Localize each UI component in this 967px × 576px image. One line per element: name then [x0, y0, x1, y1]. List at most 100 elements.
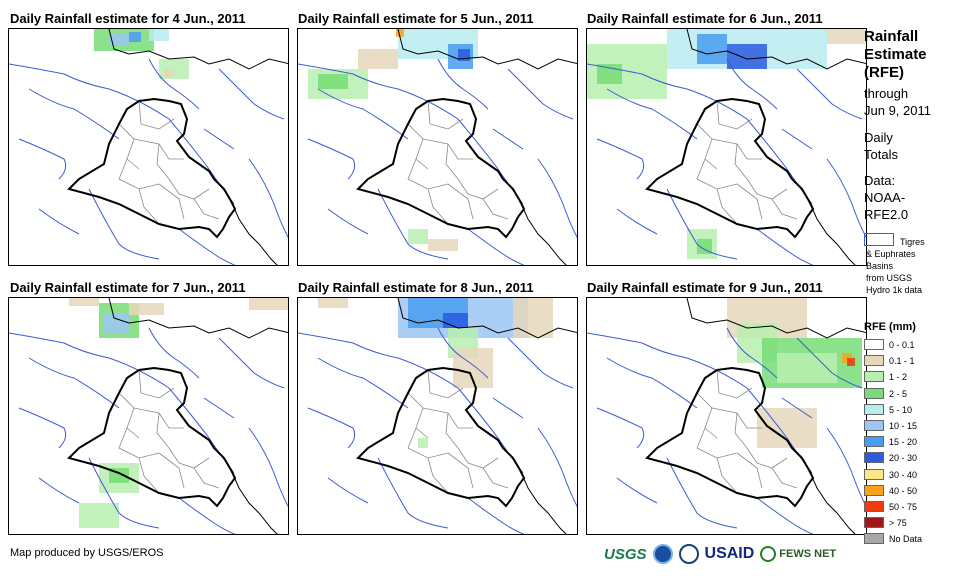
map-svg [298, 298, 577, 534]
rainfall-patch [149, 29, 169, 41]
province-boundary [447, 452, 474, 489]
neighbor-border [397, 298, 577, 339]
legend-swatch [864, 517, 884, 529]
basin-line-2: & Euphrates [866, 249, 916, 259]
province-boundary [138, 369, 175, 399]
usgs-logo: USGS [604, 545, 647, 563]
legend-swatch [864, 339, 884, 350]
rainfall-patch [757, 408, 817, 448]
rainfall-patch [697, 34, 727, 64]
province-boundary [168, 447, 210, 469]
rainfall-patch [847, 358, 855, 366]
neighbor-border [808, 469, 856, 534]
title-line-2: Estimate [864, 46, 927, 63]
totals-line-2: Totals [864, 147, 898, 162]
basin-boundary [467, 497, 525, 534]
basin-boundary [756, 497, 814, 534]
rainfall-patch [697, 239, 712, 254]
map-svg [298, 29, 577, 265]
province-boundary [736, 183, 763, 220]
basin-boundary [178, 228, 236, 265]
neighbor-border [230, 469, 278, 534]
legend-label: 50 - 75 [889, 502, 918, 512]
basin-boundary [18, 407, 67, 449]
neighbor-border [230, 200, 278, 265]
province-boundary [482, 467, 509, 489]
basin-boundary [38, 208, 80, 235]
map-svg [9, 298, 288, 534]
province-boundary [445, 412, 459, 449]
basin-boundary [178, 497, 236, 534]
legend-swatch [864, 484, 884, 496]
map-credit: Map produced by USGS/EROS [10, 547, 164, 559]
province-boundary [118, 392, 140, 439]
map-panel-4 [8, 297, 289, 535]
panel-title-6: Daily Rainfall estimate for 9 Jun., 2011 [587, 280, 823, 295]
province-boundary [734, 143, 748, 180]
province-boundary [746, 447, 788, 469]
basin-boundary [437, 327, 489, 379]
map-panel-2 [297, 28, 578, 266]
totals-text: Daily Totals [864, 129, 898, 163]
basin-boundary [298, 63, 459, 120]
basin-boundary [537, 427, 577, 508]
basin-boundary [596, 407, 645, 449]
legend-swatch [864, 355, 884, 367]
basin-boundary [726, 58, 778, 110]
basin-line-3: Basins [866, 261, 894, 271]
basin-boundary [826, 158, 866, 239]
province-boundary [407, 392, 429, 439]
basin-boundary [307, 138, 356, 180]
basin-boundary [616, 477, 658, 504]
province-boundary [138, 457, 160, 494]
basin-boundary [298, 332, 459, 389]
rainfall-patch [249, 298, 288, 310]
province-boundary [118, 158, 160, 190]
province-boundary [746, 178, 788, 200]
iraq-border [356, 366, 526, 508]
basin-boundary [248, 158, 288, 239]
rainfall-patch [69, 298, 99, 306]
basin-boundary [307, 407, 356, 449]
basin-boundary [587, 332, 748, 389]
basin-boundary [492, 128, 524, 150]
logo-strip: USGS USAID FEWS NET [604, 543, 836, 565]
legend-swatch [864, 436, 884, 448]
title-line-1: Rainfall [864, 28, 919, 45]
map-panel-3 [586, 28, 867, 266]
legend-label: 30 - 40 [889, 469, 918, 480]
province-boundary [422, 138, 473, 160]
rainfall-patch [318, 74, 348, 89]
neighbor-border [686, 298, 866, 339]
basin-boundary [796, 337, 863, 389]
legend-label: 15 - 20 [889, 437, 918, 448]
legend-swatch [864, 452, 884, 464]
basin-boundary [203, 397, 235, 419]
province-boundary [736, 452, 763, 489]
basin-boundary [537, 158, 577, 239]
rainfall-patch [164, 69, 174, 77]
basin-boundary [377, 188, 449, 260]
basin-boundary [826, 427, 866, 508]
province-boundary [771, 198, 798, 220]
neighbor-border [108, 29, 288, 70]
through-date: Jun 9, 2011 [864, 103, 931, 118]
province-boundary [118, 123, 140, 170]
province-boundary [447, 183, 474, 220]
basin-boundary [507, 337, 574, 389]
province-boundary [193, 198, 220, 220]
basin-boundary [781, 128, 813, 150]
data-line-2: NOAA- [864, 190, 906, 205]
basin-line-4: from USGS [866, 273, 913, 283]
iraq-border [67, 366, 237, 508]
legend-label: 2 - 5 [889, 388, 908, 399]
rainfall-patch [418, 438, 428, 448]
basin-boundary [148, 58, 200, 110]
basin-boundary [9, 332, 170, 389]
rainfall-patch [79, 503, 119, 528]
province-boundary [133, 407, 184, 429]
basin-boundary [317, 357, 409, 409]
province-boundary [716, 100, 753, 130]
basin-boundary [726, 327, 778, 379]
basin-boundary [38, 477, 80, 504]
